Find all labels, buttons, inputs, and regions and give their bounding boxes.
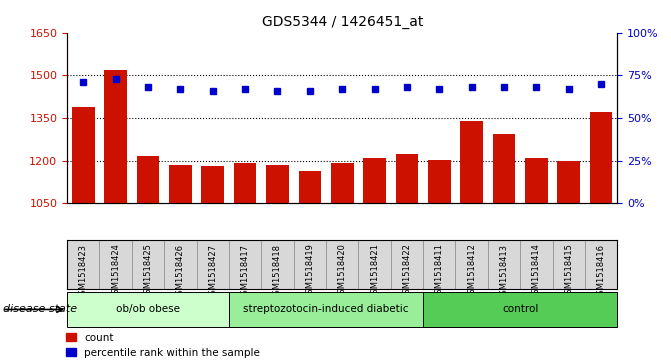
Bar	[169, 165, 192, 203]
Bar	[423, 292, 617, 327]
Text: control: control	[502, 305, 538, 314]
Text: GSM1518414: GSM1518414	[532, 244, 541, 299]
Text: GSM1518424: GSM1518424	[111, 244, 120, 299]
Bar	[396, 154, 418, 203]
Legend: count, percentile rank within the sample: count, percentile rank within the sample	[66, 333, 260, 358]
Bar	[299, 171, 321, 203]
Text: GSM1518425: GSM1518425	[144, 244, 152, 299]
Text: GSM1518418: GSM1518418	[273, 244, 282, 299]
Text: disease state: disease state	[3, 305, 77, 314]
Text: GSM1518412: GSM1518412	[467, 244, 476, 299]
Text: GSM1518422: GSM1518422	[403, 244, 411, 299]
Bar	[428, 160, 451, 203]
Text: GSM1518415: GSM1518415	[564, 244, 573, 299]
Bar	[590, 112, 613, 203]
Bar	[266, 166, 289, 203]
Bar	[363, 158, 386, 203]
Bar	[493, 134, 515, 203]
Text: GSM1518421: GSM1518421	[370, 244, 379, 299]
Bar	[460, 121, 483, 203]
Text: GSM1518413: GSM1518413	[499, 244, 509, 299]
Text: GSM1518423: GSM1518423	[79, 244, 88, 299]
Text: GSM1518419: GSM1518419	[305, 244, 314, 299]
Bar	[525, 158, 548, 203]
Bar	[104, 70, 127, 203]
Text: GSM1518426: GSM1518426	[176, 244, 185, 299]
Text: ob/ob obese: ob/ob obese	[116, 305, 180, 314]
Bar	[229, 292, 423, 327]
Bar	[72, 107, 95, 203]
Text: streptozotocin-induced diabetic: streptozotocin-induced diabetic	[244, 305, 409, 314]
Bar	[558, 161, 580, 203]
Text: GSM1518420: GSM1518420	[338, 244, 347, 299]
Bar	[201, 166, 224, 203]
Bar	[137, 156, 159, 203]
Text: GSM1518417: GSM1518417	[241, 244, 250, 299]
Title: GDS5344 / 1426451_at: GDS5344 / 1426451_at	[262, 15, 423, 29]
Text: GSM1518427: GSM1518427	[208, 244, 217, 299]
Bar	[67, 292, 229, 327]
Text: GSM1518416: GSM1518416	[597, 244, 606, 299]
Text: GSM1518411: GSM1518411	[435, 244, 444, 299]
Bar	[331, 163, 354, 203]
Bar	[234, 163, 256, 203]
